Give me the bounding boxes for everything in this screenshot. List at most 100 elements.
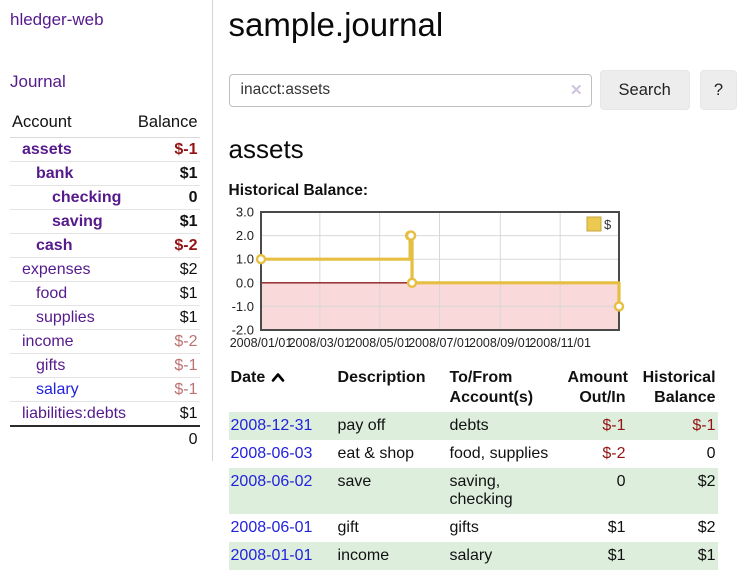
transaction-date-link[interactable]: 2008-06-01 bbox=[230, 519, 313, 536]
account-row: expenses $2 bbox=[10, 258, 200, 282]
app-title-link[interactable]: hledger-web bbox=[10, 10, 104, 29]
y-axis-tick-label: 2.0 bbox=[235, 228, 253, 243]
x-axis-tick-label: 2008/05/01 bbox=[348, 336, 411, 350]
accounts-table-header: Account Balance bbox=[10, 111, 200, 138]
account-balance: $-1 bbox=[174, 381, 198, 398]
sort-ascending-icon bbox=[271, 373, 285, 382]
amount-cell: $1 bbox=[607, 519, 626, 536]
account-link[interactable]: supplies bbox=[36, 309, 95, 326]
account-link[interactable]: checking bbox=[52, 189, 122, 206]
header-description: Description bbox=[337, 369, 426, 386]
data-point-marker bbox=[255, 254, 266, 265]
y-axis-tick-label: 0.0 bbox=[235, 275, 253, 290]
account-link[interactable]: food bbox=[36, 285, 68, 302]
account-row: liabilities:debts $1 bbox=[10, 402, 200, 425]
account-link[interactable]: cash bbox=[36, 237, 73, 254]
accounts-total-row: 0 bbox=[10, 425, 200, 453]
amount-cell: $1 bbox=[607, 547, 626, 564]
account-row: income $-2 bbox=[10, 330, 200, 354]
transaction-date-link[interactable]: 2008-06-03 bbox=[230, 445, 313, 462]
account-row: cash $-2 bbox=[10, 234, 200, 258]
header-date[interactable]: Date bbox=[229, 365, 326, 412]
accounts-table: Account Balance assets $-1 bank $1 checking 0… bbox=[10, 111, 200, 453]
register-rows: 2008-12-31 pay off debts $-1 $-1 2008-06-03 ea… bbox=[228, 412, 718, 570]
amount-cell: 0 bbox=[616, 473, 626, 490]
register-table-header: Date Description To/From Account(s) Amou… bbox=[229, 365, 718, 412]
accounts-header-balance: Balance bbox=[137, 113, 198, 131]
account-balance: 0 bbox=[188, 189, 198, 206]
account-rows: assets $-1 bank $1 checking 0 saving $1 cash $-2 e… bbox=[10, 138, 200, 425]
legend-swatch bbox=[586, 216, 602, 232]
account-balance: $1 bbox=[179, 309, 198, 326]
table-row: 2008-06-03 eat & shop food, supplies $-2 0 bbox=[229, 440, 718, 468]
account-row: gifts $-1 bbox=[10, 354, 200, 378]
account-balance: $-1 bbox=[174, 141, 198, 158]
header-balance: Historical Balance bbox=[642, 369, 716, 406]
x-axis-tick-label: 2008/01/01 bbox=[229, 336, 292, 350]
x-axis-tick-label: 2008/07/01 bbox=[408, 336, 471, 350]
account-link[interactable]: income bbox=[22, 333, 74, 350]
amount-cell: 0 bbox=[706, 445, 716, 462]
account-balance: $-1 bbox=[174, 357, 198, 374]
account-link[interactable]: assets bbox=[22, 141, 72, 158]
account-balance: $-2 bbox=[174, 333, 198, 350]
account-link[interactable]: salary bbox=[36, 381, 79, 398]
account-balance: $-2 bbox=[174, 237, 198, 254]
account-link[interactable]: saving bbox=[52, 213, 103, 230]
y-axis-tick-label: -1.0 bbox=[231, 299, 253, 314]
account-balance: $1 bbox=[179, 405, 198, 422]
amount-cell: $1 bbox=[697, 547, 716, 564]
hledger-web-app: hledger-web Journal Account Balance asse… bbox=[0, 0, 742, 570]
historical-balance-chart: $3.0 2.0 1.0 0.0 -1.0 -2.02008/01/012008/03/0… bbox=[229, 205, 624, 350]
transaction-date-link[interactable]: 2008-12-31 bbox=[230, 417, 313, 434]
amount-cell: $2 bbox=[697, 473, 716, 490]
account-link[interactable]: expenses bbox=[22, 261, 91, 278]
table-row: 2008-06-02 save saving, checking 0 $2 bbox=[228, 468, 718, 514]
sidebar-item-journal[interactable]: Journal bbox=[10, 72, 66, 91]
amount-cell: $-1 bbox=[692, 417, 716, 434]
header-accounts: To/From Account(s) bbox=[449, 369, 534, 406]
table-row: 2008-06-01 gift gifts $1 $2 bbox=[229, 514, 718, 542]
clear-search-icon[interactable]: ✕ bbox=[569, 82, 583, 99]
page-title: sample.journal bbox=[228, 6, 444, 43]
account-link[interactable]: liabilities:debts bbox=[22, 405, 127, 422]
help-button[interactable]: ? bbox=[699, 70, 737, 110]
account-row: checking 0 bbox=[10, 186, 200, 210]
search-input[interactable] bbox=[228, 73, 592, 107]
table-row: 2008-12-31 pay off debts $-1 $-1 bbox=[228, 412, 718, 440]
search-bar: ✕ Search ? bbox=[228, 70, 737, 110]
account-row: bank $1 bbox=[10, 162, 200, 186]
accounts-header-account: Account bbox=[12, 113, 72, 131]
data-point-marker bbox=[405, 230, 416, 241]
account-balance: $1 bbox=[179, 285, 198, 302]
table-row: 2008-01-01 income salary $1 $1 bbox=[228, 542, 718, 570]
x-axis-tick-label: 2008/09/01 bbox=[469, 336, 532, 350]
account-link[interactable]: gifts bbox=[36, 357, 66, 374]
data-point-marker bbox=[406, 277, 417, 289]
account-row: food $1 bbox=[10, 282, 200, 306]
account-link[interactable]: bank bbox=[36, 165, 74, 182]
account-heading: assets bbox=[228, 134, 304, 164]
transaction-date-link[interactable]: 2008-01-01 bbox=[230, 547, 313, 564]
text-cell: salary bbox=[449, 547, 493, 564]
y-axis-tick-label: 3.0 bbox=[235, 205, 253, 220]
chart-title: Historical Balance: bbox=[228, 182, 369, 199]
text-cell: eat & shop bbox=[337, 445, 415, 462]
legend-label: $ bbox=[604, 217, 612, 232]
search-button[interactable]: Search bbox=[599, 70, 690, 110]
accounts-total-value: 0 bbox=[188, 431, 198, 448]
account-balance: $2 bbox=[179, 261, 198, 278]
main-content: sample.journal ✕ Search ? assets Histori… bbox=[213, 0, 742, 570]
account-row: supplies $1 bbox=[10, 306, 200, 330]
account-balance: $1 bbox=[179, 165, 198, 182]
text-cell: food, supplies bbox=[449, 445, 549, 462]
text-cell: income bbox=[337, 547, 390, 564]
data-point-marker bbox=[613, 301, 624, 312]
y-axis-tick-label: -2.0 bbox=[231, 323, 253, 338]
transaction-date-link[interactable]: 2008-06-02 bbox=[230, 473, 313, 490]
sidebar: hledger-web Journal Account Balance asse… bbox=[0, 0, 213, 461]
account-balance: $1 bbox=[179, 213, 198, 230]
header-date-label: Date bbox=[230, 369, 266, 386]
amount-cell: $2 bbox=[697, 519, 716, 536]
text-cell: pay off bbox=[337, 417, 386, 434]
